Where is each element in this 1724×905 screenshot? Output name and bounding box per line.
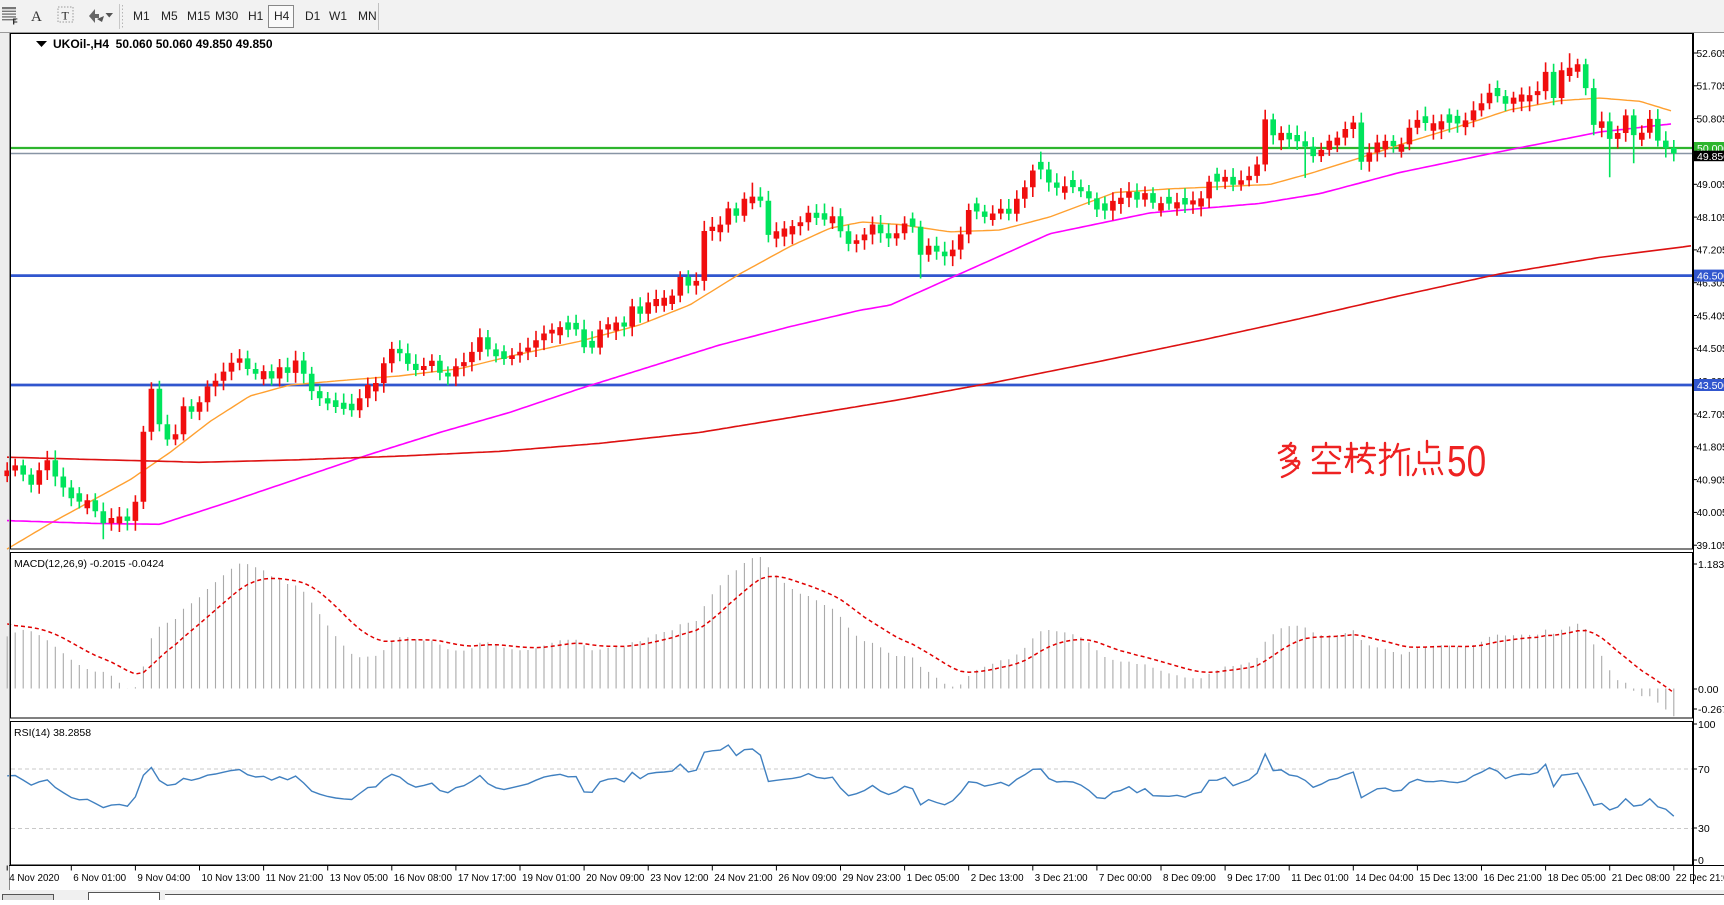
svg-text:46.500: 46.500 <box>1697 270 1724 282</box>
svg-text:40.905: 40.905 <box>1697 475 1724 486</box>
svg-text:0: 0 <box>1698 855 1704 867</box>
svg-text:48.105: 48.105 <box>1697 213 1724 224</box>
svg-text:49.005: 49.005 <box>1697 180 1724 191</box>
svg-text:47.205: 47.205 <box>1697 246 1724 257</box>
svg-text:9 Dec 17:00: 9 Dec 17:00 <box>1227 873 1280 884</box>
svg-text:7 Dec 00:00: 7 Dec 00:00 <box>1099 873 1152 884</box>
svg-text:51.705: 51.705 <box>1697 82 1724 93</box>
svg-text:29 Nov 23:00: 29 Nov 23:00 <box>843 873 902 884</box>
svg-text:4 Nov 2020: 4 Nov 2020 <box>9 873 60 884</box>
svg-text:8 Dec 09:00: 8 Dec 09:00 <box>1163 873 1216 884</box>
svg-text:19 Nov 01:00: 19 Nov 01:00 <box>522 873 581 884</box>
svg-text:43.500: 43.500 <box>1697 380 1724 392</box>
svg-text:50: 50 <box>1447 437 1486 486</box>
svg-text:1.1836: 1.1836 <box>1698 559 1724 571</box>
svg-text:21 Dec 08:00: 21 Dec 08:00 <box>1612 873 1671 884</box>
svg-text:2 Dec 13:00: 2 Dec 13:00 <box>971 873 1024 884</box>
svg-text:49.850: 49.850 <box>1697 151 1724 163</box>
svg-text:1 Dec 05:00: 1 Dec 05:00 <box>907 873 960 884</box>
svg-text:-0.2675: -0.2675 <box>1698 704 1724 716</box>
svg-text:45.405: 45.405 <box>1697 311 1724 322</box>
svg-text:22 Dec 21:00: 22 Dec 21:00 <box>1676 873 1724 884</box>
svg-text:30: 30 <box>1698 823 1710 835</box>
svg-text:42.705: 42.705 <box>1697 410 1724 421</box>
svg-text:14 Dec 04:00: 14 Dec 04:00 <box>1355 873 1414 884</box>
svg-text:15 Dec 13:00: 15 Dec 13:00 <box>1419 873 1478 884</box>
svg-text:100: 100 <box>1698 719 1716 731</box>
svg-text:0.00: 0.00 <box>1698 684 1719 696</box>
svg-text:MACD(12,26,9) -0.2015 -0.0424: MACD(12,26,9) -0.2015 -0.0424 <box>14 558 164 570</box>
svg-text:UKOil-,H4 50.060 50.060 49.85: UKOil-,H4 50.060 50.060 49.850 49.850 <box>53 37 273 51</box>
svg-text:RSI(14) 38.2858: RSI(14) 38.2858 <box>14 727 91 739</box>
svg-text:23 Nov 12:00: 23 Nov 12:00 <box>650 873 709 884</box>
svg-text:18 Dec 05:00: 18 Dec 05:00 <box>1548 873 1607 884</box>
svg-text:F: F <box>13 17 18 27</box>
svg-text:11 Nov 21:00: 11 Nov 21:00 <box>266 873 324 884</box>
svg-text:6 Nov 01:00: 6 Nov 01:00 <box>73 873 126 884</box>
svg-text:17 Nov 17:00: 17 Nov 17:00 <box>458 873 517 884</box>
svg-text:39.105: 39.105 <box>1697 541 1724 552</box>
svg-text:40.005: 40.005 <box>1697 508 1724 519</box>
svg-text:20 Nov 09:00: 20 Nov 09:00 <box>586 873 645 884</box>
svg-text:50.805: 50.805 <box>1697 114 1724 125</box>
svg-text:41.805: 41.805 <box>1697 443 1724 454</box>
svg-text:44.505: 44.505 <box>1697 344 1724 355</box>
svg-text:13 Nov 05:00: 13 Nov 05:00 <box>330 873 389 884</box>
svg-text:3 Dec 21:00: 3 Dec 21:00 <box>1035 873 1088 884</box>
svg-text:70: 70 <box>1698 764 1710 776</box>
svg-text:11 Dec 01:00: 11 Dec 01:00 <box>1291 873 1349 884</box>
svg-text:24 Nov 21:00: 24 Nov 21:00 <box>714 873 773 884</box>
svg-text:A: A <box>31 9 42 25</box>
svg-text:T: T <box>62 9 70 23</box>
svg-text:26 Nov 09:00: 26 Nov 09:00 <box>778 873 837 884</box>
svg-text:52.605: 52.605 <box>1697 49 1724 60</box>
svg-text:16 Dec 21:00: 16 Dec 21:00 <box>1484 873 1543 884</box>
svg-text:9 Nov 04:00: 9 Nov 04:00 <box>137 873 190 884</box>
svg-text:10 Nov 13:00: 10 Nov 13:00 <box>202 873 261 884</box>
svg-text:16 Nov 08:00: 16 Nov 08:00 <box>394 873 453 884</box>
